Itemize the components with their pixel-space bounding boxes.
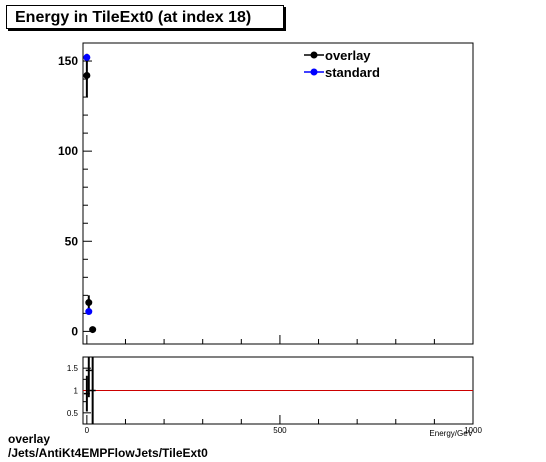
main-y-tick-label: 0 [71, 324, 78, 338]
legend: overlay standard [304, 48, 380, 80]
main-plot-marks [83, 53, 97, 334]
main-plot-frame [82, 42, 474, 345]
main-data-point-standard [85, 308, 93, 316]
ratio-y-tick-label: 0.5 [67, 409, 79, 418]
main-plot-axes: 0 50 100 150 [58, 54, 474, 344]
footer-histogram-path: /Jets/AntiKt4EMPFlowJets/TileExt0 [8, 446, 208, 460]
chart-title-box: Energy in TileExt0 (at index 18) [6, 5, 284, 29]
ratio-plot-marks [83, 357, 473, 424]
main-y-tick-label: 150 [58, 54, 78, 68]
main-y-tick-label: 50 [65, 234, 79, 248]
ratio-x-tick-label: 0 [85, 426, 90, 435]
main-data-point-overlay [85, 299, 93, 307]
main-data-point-overlay [83, 71, 91, 79]
ratio-x-tick-label: 500 [273, 426, 287, 435]
legend-label-overlay: overlay [325, 48, 371, 63]
ratio-plot-axes: 0 500 1000 0.5 1 1.5 Energy/GeV [67, 364, 483, 438]
footer-dataset-label: overlay [8, 432, 51, 446]
ratio-y-tick-label: 1 [74, 387, 79, 396]
legend-label-standard: standard [325, 65, 380, 80]
main-plot-border [82, 42, 474, 345]
x-axis-label: Energy/GeV [429, 429, 473, 438]
main-data-point-standard [83, 53, 91, 61]
ratio-y-tick-label: 1.5 [67, 364, 79, 373]
chart-title: Energy in TileExt0 (at index 18) [15, 9, 252, 26]
legend-marker-overlay [310, 51, 318, 59]
legend-marker-standard [310, 68, 318, 76]
main-data-point-overlay [89, 326, 97, 334]
main-y-tick-label: 100 [58, 144, 78, 158]
ratio-x-tick-label: 1000 [464, 426, 482, 435]
